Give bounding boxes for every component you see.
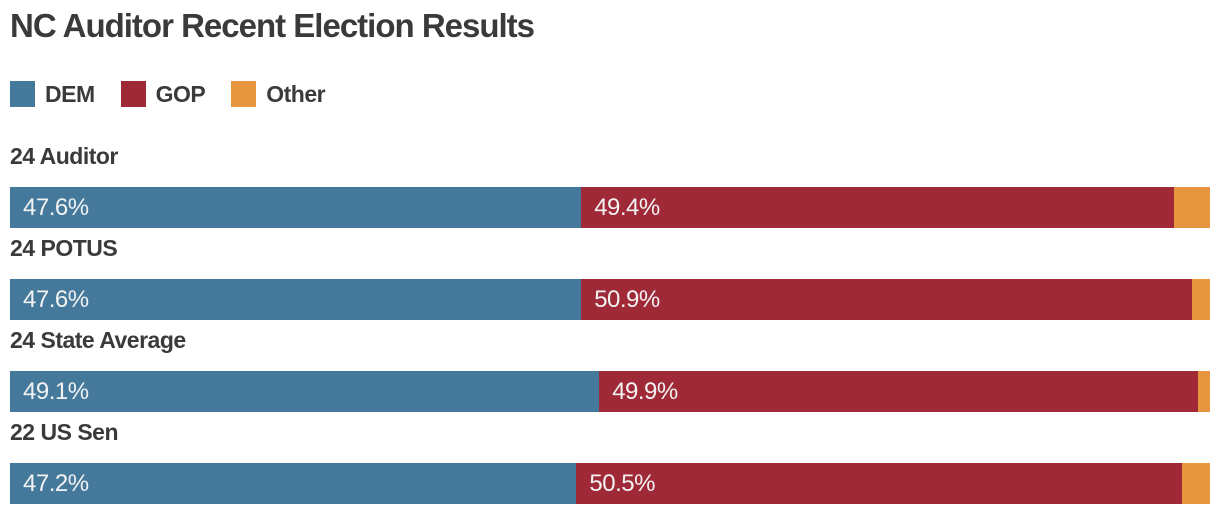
bar-segment-gop: 50.5% (576, 463, 1183, 504)
bar-segment-other (1182, 463, 1210, 504)
bar-value-label: 50.5% (589, 469, 655, 497)
chart-container: NC Auditor Recent Election Results DEM GO… (0, 8, 1220, 504)
legend-swatch-gop (120, 81, 146, 107)
stacked-bar: 49.1% 49.9% (10, 371, 1210, 412)
bar-segment-dem: 47.6% (10, 279, 582, 320)
bar-value-label: 47.6% (23, 285, 89, 313)
bar-value-label: 50.9% (594, 285, 660, 313)
stacked-bar: 47.6% 49.4% (10, 187, 1210, 228)
bar-value-label: 47.6% (23, 193, 89, 221)
chart-title: NC Auditor Recent Election Results (10, 7, 535, 44)
legend-label: DEM (45, 81, 95, 107)
legend-item-dem: DEM (10, 81, 95, 107)
legend-swatch-dem (10, 81, 35, 107)
bar-segment-gop: 49.9% (599, 371, 1198, 412)
category-label: 22 US Sen (10, 419, 119, 445)
bar-value-label: 47.2% (23, 469, 89, 497)
bar-chart-rows: 24 Auditor 47.6% 49.4% 24 POTUS 47.6% 50.9% 24… (10, 145, 1210, 504)
bar-value-label: 49.9% (612, 377, 678, 405)
bar-value-label: 49.1% (23, 377, 89, 405)
bar-segment-gop: 49.4% (581, 187, 1174, 228)
legend-label: GOP (155, 81, 206, 107)
bar-segment-dem: 47.6% (10, 187, 582, 228)
chart-row: 24 State Average 49.1% 49.9% (10, 329, 1210, 412)
chart-row: 24 POTUS 47.6% 50.9% (10, 237, 1210, 320)
legend-swatch-other (231, 81, 257, 107)
legend: DEM GOP Other (10, 81, 1210, 107)
bar-segment-other (1173, 187, 1210, 228)
chart-row: 22 US Sen 47.2% 50.5% (10, 421, 1210, 504)
legend-item-other: Other (231, 81, 326, 107)
chart-row: 24 Auditor 47.6% 49.4% (10, 145, 1210, 228)
bar-segment-dem: 47.2% (10, 463, 577, 504)
bar-segment-other (1197, 371, 1210, 412)
legend-label: Other (266, 81, 326, 107)
bar-segment-other (1191, 279, 1210, 320)
stacked-bar: 47.6% 50.9% (10, 279, 1210, 320)
bar-segment-gop: 50.9% (581, 279, 1192, 320)
legend-item-gop: GOP (120, 81, 206, 107)
bar-value-label: 49.4% (594, 193, 660, 221)
bar-segment-dem: 49.1% (10, 371, 600, 412)
category-label: 24 State Average (10, 327, 186, 353)
category-label: 24 Auditor (10, 143, 118, 169)
stacked-bar: 47.2% 50.5% (10, 463, 1210, 504)
category-label: 24 POTUS (10, 235, 118, 261)
